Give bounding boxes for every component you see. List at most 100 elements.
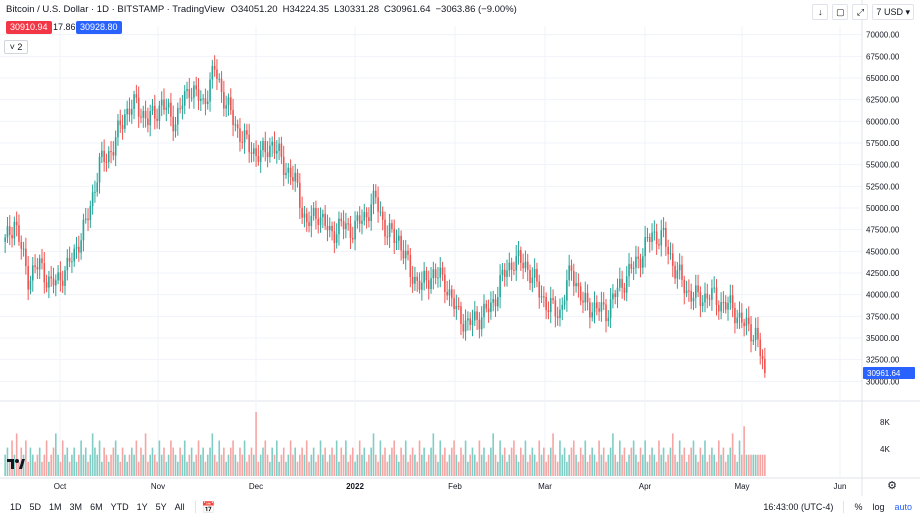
volume-bar (577, 461, 580, 476)
volume-bar (660, 454, 663, 476)
candle-body (280, 143, 283, 157)
volume-bar (651, 447, 653, 476)
volume-bar (630, 447, 633, 476)
square-icon[interactable]: ▢ (832, 4, 849, 20)
candle-body (167, 102, 170, 108)
candle-body (262, 141, 264, 151)
candle-body (487, 308, 490, 312)
candle-body (586, 292, 589, 303)
volume-bar (101, 461, 103, 476)
range-button-5y[interactable]: 5Y (155, 502, 167, 512)
volume-bar (487, 454, 490, 476)
candle-body (356, 215, 359, 221)
volume-bar (741, 454, 743, 476)
symbol-title[interactable]: Bitcoin / U.S. Dollar · 1D · BITSTAMP · … (6, 4, 225, 15)
volume-bar (483, 447, 485, 476)
volume-bar (112, 447, 115, 476)
candle-body (206, 101, 209, 105)
candle-body (526, 261, 529, 270)
volume-bar (8, 461, 11, 476)
candle-body (381, 211, 384, 220)
date-range-icon[interactable]: 📅 (201, 501, 216, 514)
candle-body (142, 110, 145, 118)
chart-header: Bitcoin / U.S. Dollar · 1D · BITSTAMP · … (6, 4, 517, 15)
candle-body (229, 97, 232, 111)
indicators-collapse-button[interactable]: ˅ 2 (4, 40, 28, 54)
percent-toggle[interactable]: % (854, 502, 863, 512)
clock-time[interactable]: 16:43:00 (UTC-4) (763, 502, 834, 512)
volume-bar (361, 454, 363, 476)
volume-bar (556, 461, 559, 476)
maximize-icon[interactable]: ⤢ (852, 4, 869, 20)
volume-bar (598, 440, 600, 476)
candle-body (400, 235, 402, 251)
volume-bar (144, 433, 147, 476)
volume-bar (635, 454, 637, 476)
volume-bar (34, 461, 36, 476)
range-button-5d[interactable]: 5D (29, 502, 42, 512)
volume-bar (563, 447, 566, 476)
candle-body (750, 324, 752, 342)
candle-body (96, 182, 99, 192)
currency-label: USD (883, 7, 903, 17)
candle-body (308, 222, 310, 226)
range-button-1m[interactable]: 1M (49, 502, 62, 512)
candle-body (736, 317, 739, 324)
volume-bar (448, 454, 451, 476)
volume-bar (418, 440, 421, 476)
log-toggle[interactable]: log (872, 502, 885, 512)
candle-body (278, 143, 280, 151)
candle-body (589, 302, 591, 318)
volume-bar (549, 447, 552, 476)
tradingview-logo-icon[interactable] (6, 456, 26, 470)
volume-bar (708, 454, 711, 476)
auto-toggle[interactable]: auto (894, 502, 912, 512)
volume-bar (275, 440, 278, 476)
low-value: L30331.28 (334, 4, 379, 15)
candle-body (513, 269, 515, 271)
candle-body (752, 340, 755, 342)
volume-bar (738, 440, 741, 476)
candle-body (448, 289, 451, 296)
range-button-ytd[interactable]: YTD (110, 502, 129, 512)
buy-button[interactable]: 30928.80 (76, 21, 122, 34)
range-button-3m[interactable]: 3M (69, 502, 83, 512)
candle-body (103, 150, 105, 162)
y-tick-label: 55000.00 (866, 161, 900, 170)
candle-body (296, 172, 299, 183)
price-chart[interactable]: 70000.00 67500.00 65000.00 62500.00 60000.00… (0, 0, 920, 496)
volume-bar (130, 447, 133, 476)
candle-body (335, 234, 338, 243)
candle-body (361, 220, 363, 224)
volume-bar (575, 454, 577, 476)
volume-bar (490, 447, 492, 476)
range-button-6m[interactable]: 6M (90, 502, 103, 512)
volume-bar (446, 461, 448, 476)
volume-bar (22, 454, 25, 476)
volume-bar (324, 447, 326, 476)
arrow-down-icon[interactable]: ↓ (812, 4, 829, 20)
volume-bar (38, 447, 41, 476)
volume-bar (425, 461, 428, 476)
volume-tick-label: 4K (880, 445, 890, 454)
volume-bar (750, 454, 752, 476)
volume-bar (444, 447, 446, 476)
candle-body (84, 218, 87, 220)
sell-button[interactable]: 30910.94 (6, 21, 52, 34)
range-button-all[interactable]: All (174, 502, 185, 512)
candle-body (743, 322, 745, 327)
candle-body (393, 228, 396, 243)
range-button-1y[interactable]: 1Y (136, 502, 148, 512)
volume-bar (524, 440, 527, 476)
volume-bar (407, 461, 409, 476)
volume-bar (27, 461, 29, 476)
candle-body (174, 124, 177, 132)
x-tick-label: Dec (249, 482, 263, 491)
candle-body (282, 156, 285, 176)
currency-selector[interactable]: 7 USD ▾ (872, 4, 914, 20)
candle-body (54, 280, 57, 286)
settings-gear-icon[interactable]: ⚙ (887, 480, 897, 492)
candle-body (315, 207, 317, 219)
range-button-1d[interactable]: 1D (10, 502, 22, 512)
